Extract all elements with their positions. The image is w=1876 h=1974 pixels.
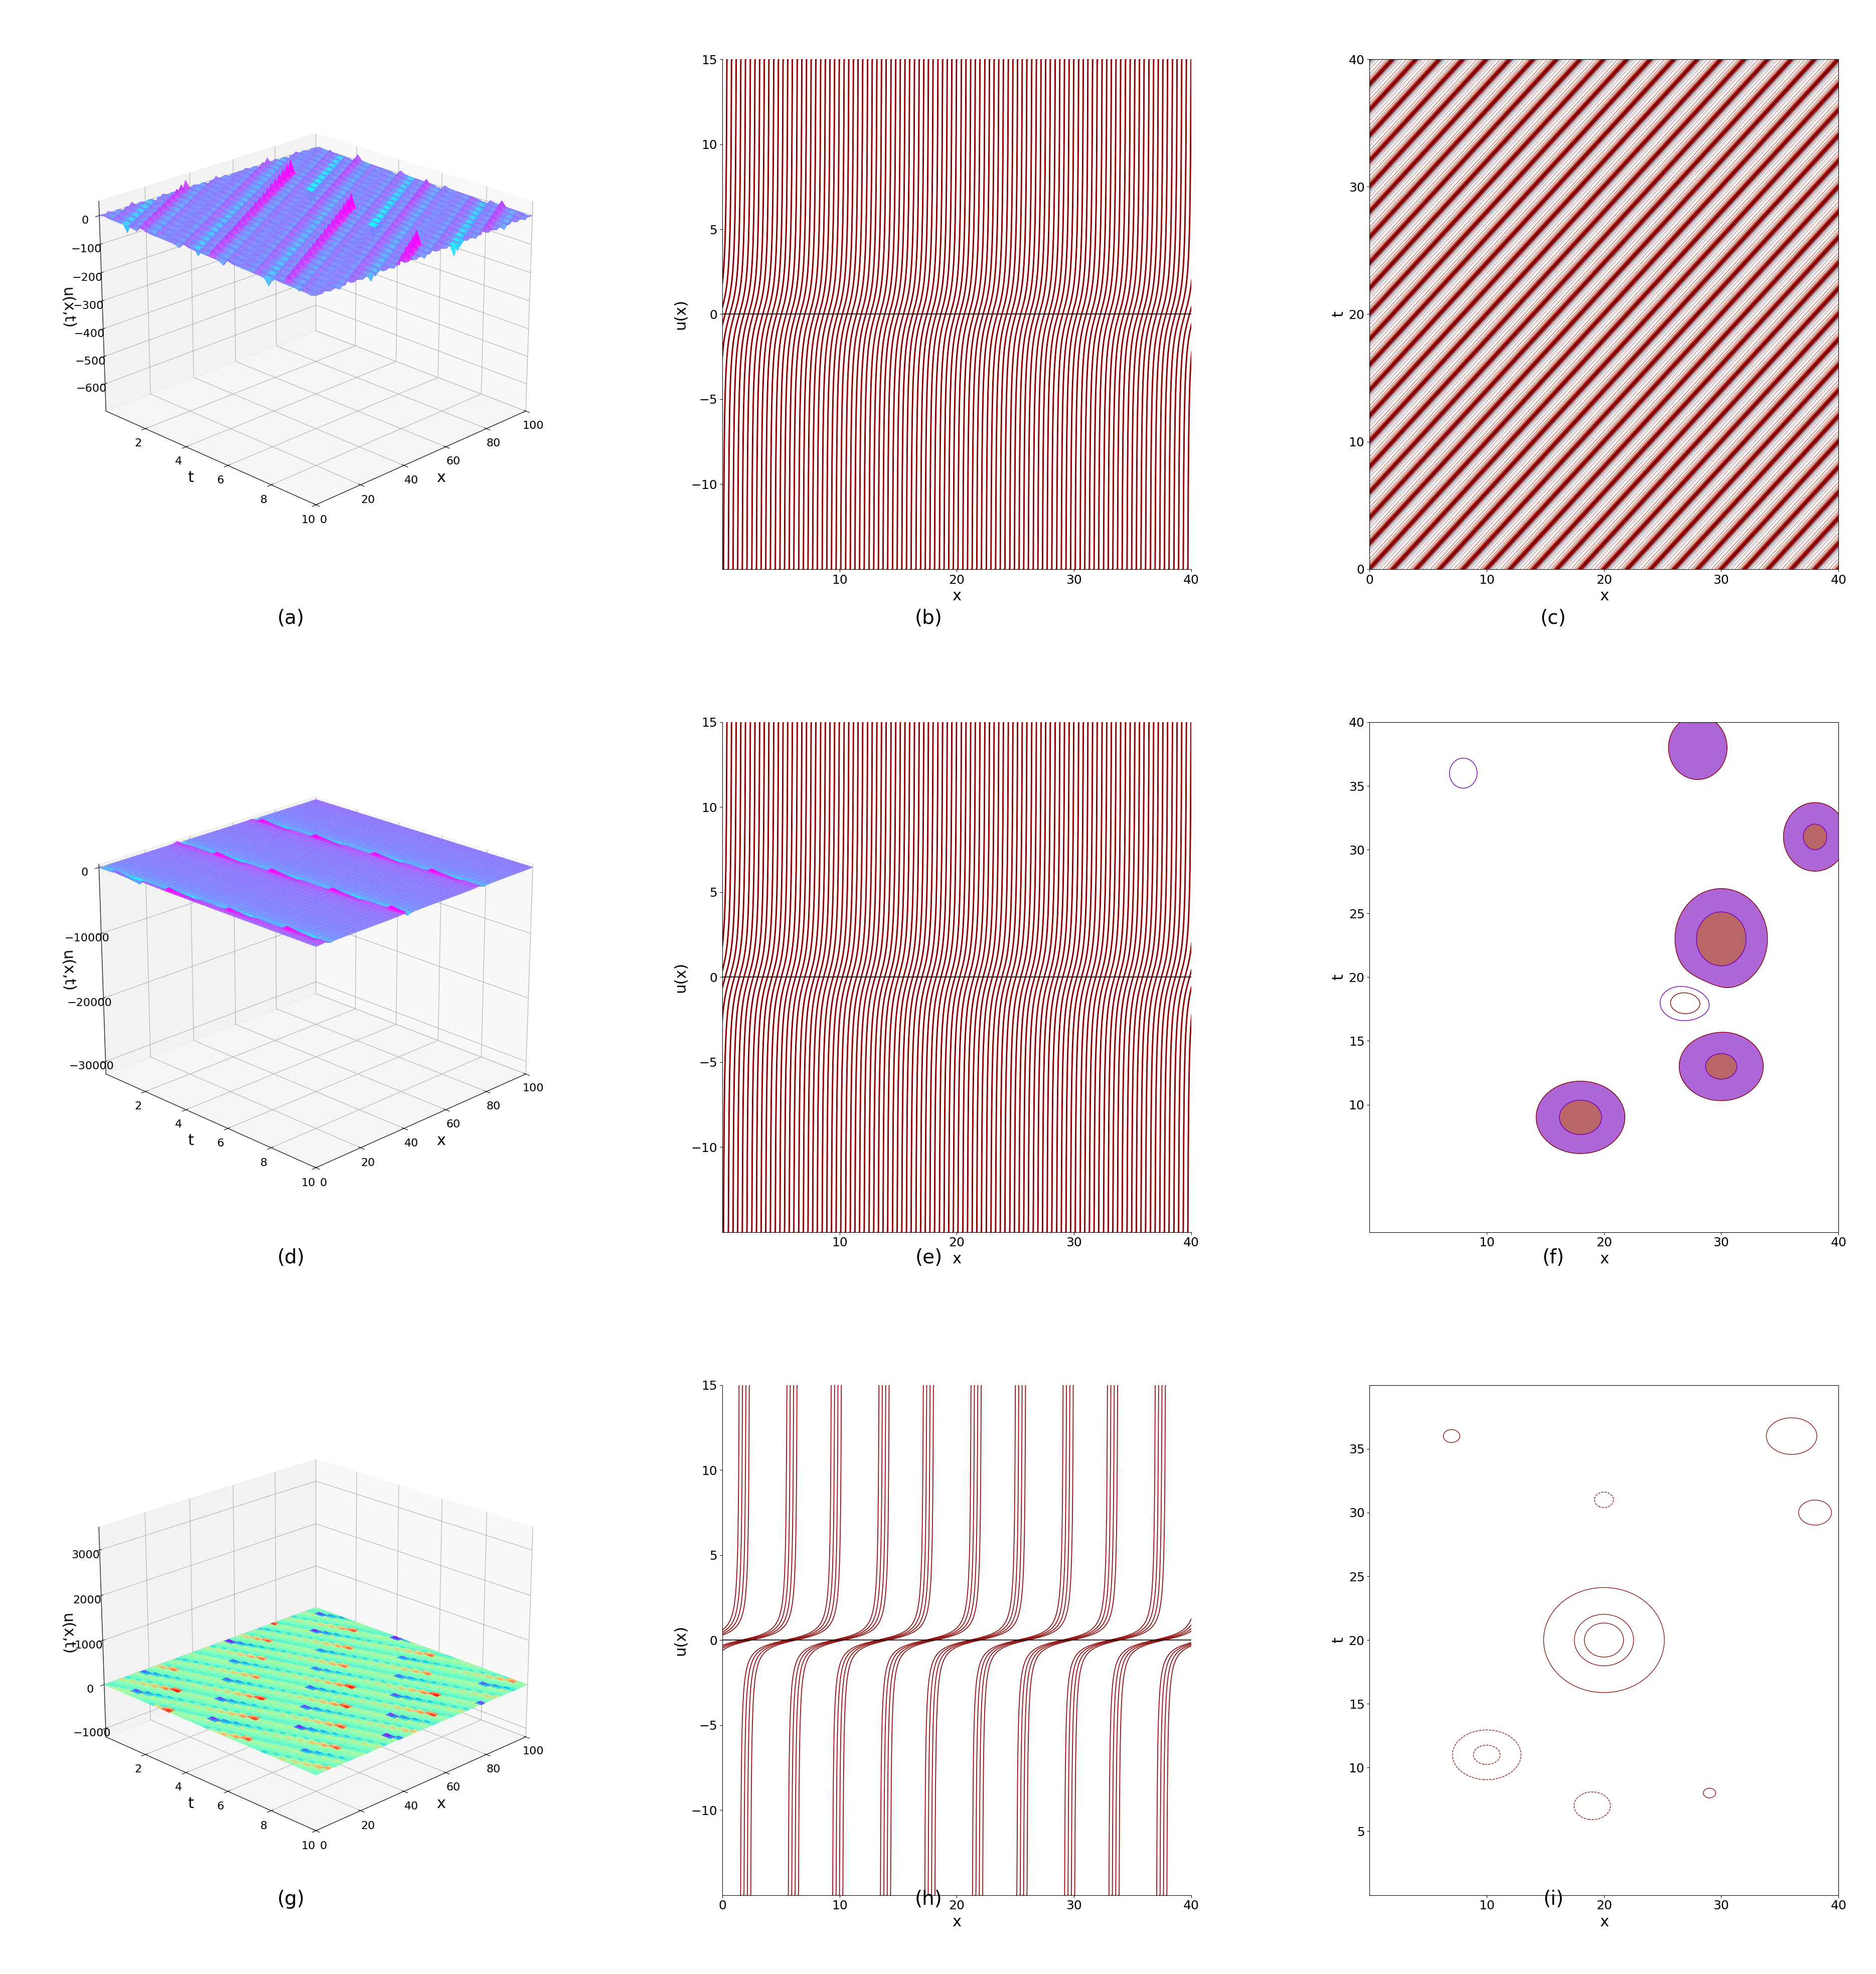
Y-axis label: t: t [188, 1796, 193, 1810]
Y-axis label: u(x): u(x) [673, 298, 688, 330]
X-axis label: x: x [1600, 588, 1608, 604]
X-axis label: x: x [437, 470, 445, 486]
X-axis label: x: x [1600, 1915, 1608, 1929]
Y-axis label: u(x): u(x) [673, 1625, 688, 1656]
Text: (f): (f) [1542, 1248, 1565, 1267]
Text: (g): (g) [278, 1889, 304, 1909]
Y-axis label: t: t [1332, 312, 1345, 318]
Text: (d): (d) [278, 1248, 304, 1267]
Text: (b): (b) [915, 608, 942, 628]
Y-axis label: u(x): u(x) [673, 961, 688, 993]
Y-axis label: t: t [188, 1133, 193, 1149]
X-axis label: x: x [437, 1133, 445, 1149]
X-axis label: x: x [953, 1252, 961, 1267]
Text: (h): (h) [915, 1889, 942, 1909]
Y-axis label: t: t [1332, 973, 1345, 981]
X-axis label: x: x [437, 1796, 445, 1810]
Text: (a): (a) [278, 608, 304, 628]
Text: (i): (i) [1544, 1889, 1563, 1909]
Text: (c): (c) [1540, 608, 1566, 628]
Text: (e): (e) [915, 1248, 942, 1267]
X-axis label: x: x [953, 1915, 961, 1929]
Y-axis label: t: t [188, 470, 193, 486]
X-axis label: x: x [953, 588, 961, 604]
X-axis label: x: x [1600, 1252, 1608, 1267]
Y-axis label: t: t [1332, 1636, 1345, 1642]
